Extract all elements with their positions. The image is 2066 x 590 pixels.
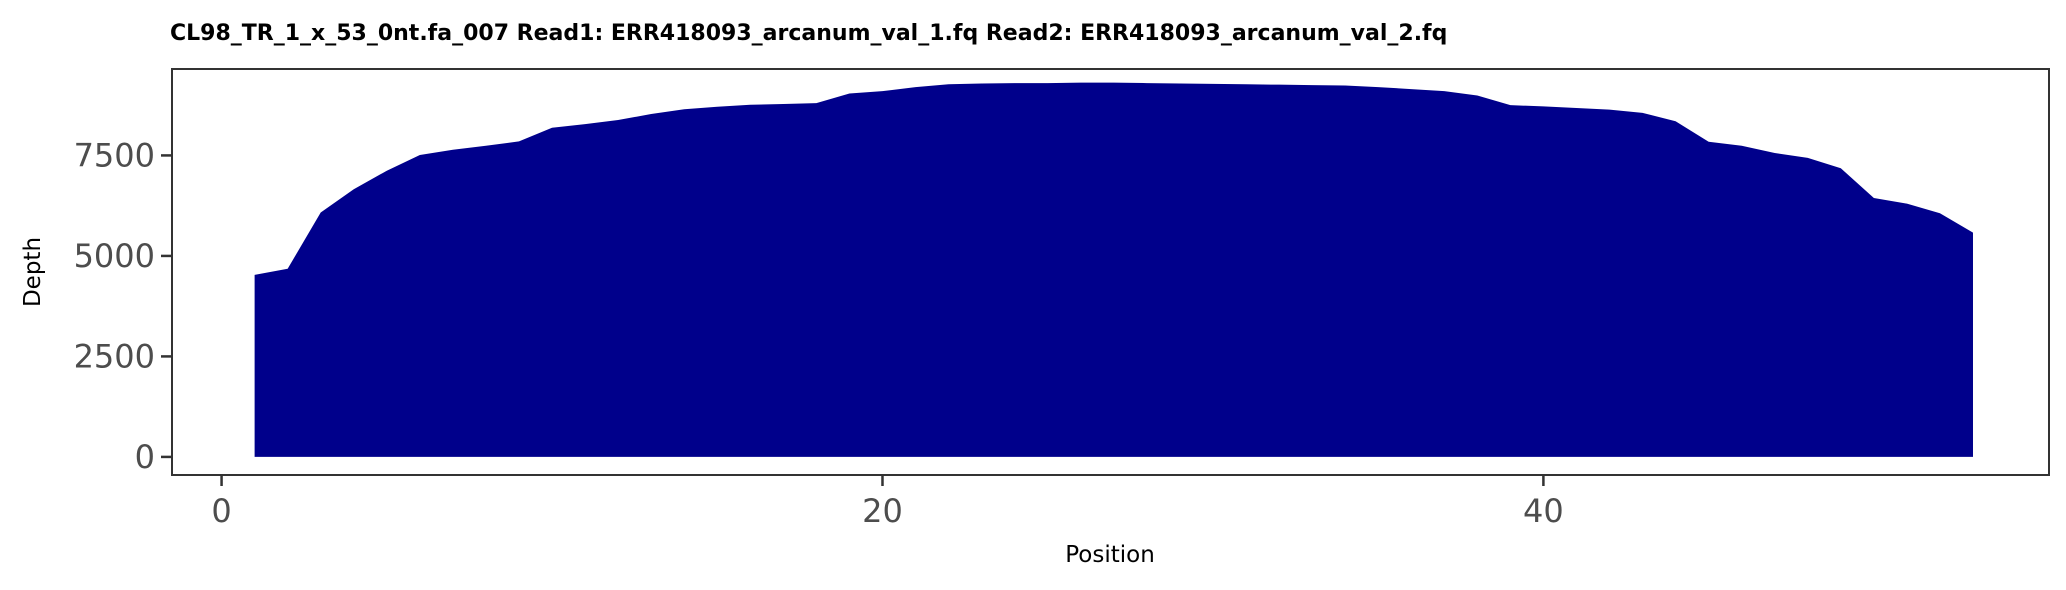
x-tick-label: 40	[1523, 492, 1564, 530]
depth-area-series	[254, 82, 1973, 457]
x-tick-label: 20	[862, 492, 903, 530]
panel-border	[171, 68, 2050, 476]
chart-title: CL98_TR_1_x_53_0nt.fa_007 Read1: ERR4180…	[170, 21, 1447, 46]
y-axis-title: Depth	[20, 237, 46, 307]
x-tick-label: 0	[211, 492, 231, 530]
y-tick-label: 0	[135, 438, 155, 476]
y-tick-label: 2500	[74, 337, 155, 375]
plot-area	[254, 82, 1973, 457]
x-axis-title: Position	[1065, 542, 1155, 568]
y-axis: 0 2500 5000 7500	[74, 136, 172, 476]
x-axis: 0 20 40	[211, 475, 1564, 530]
y-tick-label: 7500	[74, 136, 155, 174]
y-tick-label: 5000	[74, 237, 155, 275]
